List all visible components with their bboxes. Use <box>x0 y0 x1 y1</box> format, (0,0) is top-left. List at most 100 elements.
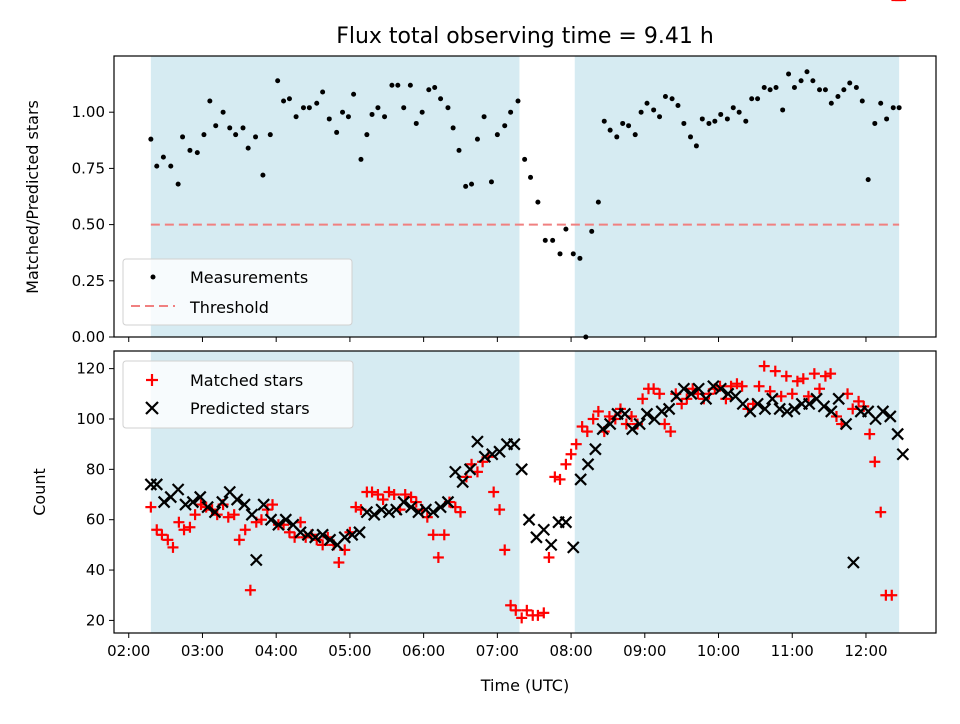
measurement-point <box>644 100 650 106</box>
predicted-star-point <box>157 495 171 509</box>
predicted-star-point <box>780 405 794 418</box>
measurement-point <box>669 96 675 102</box>
measurement-point <box>896 105 902 111</box>
matched-star-point <box>173 516 185 528</box>
measurement-point <box>253 134 259 140</box>
matched-star-point <box>167 541 179 553</box>
measurement-point <box>168 163 174 169</box>
measurement-point <box>220 109 226 115</box>
matched-star-point <box>731 378 743 390</box>
predicted-star-point <box>876 405 890 418</box>
matched-star-point <box>869 456 881 468</box>
predicted-star-point <box>316 528 329 542</box>
measurement-point <box>614 134 620 140</box>
matched-star-point <box>853 395 865 407</box>
measurement-point <box>260 172 266 178</box>
measurement-point <box>595 199 601 205</box>
top-legend: Measurements Threshold <box>122 258 353 326</box>
x-tick-label: 07:00 <box>476 642 519 660</box>
measurement-point <box>275 78 281 84</box>
matched-star-point <box>372 489 384 501</box>
matched-star-point <box>151 524 163 536</box>
measurement-point <box>213 123 219 129</box>
measurement-point <box>345 114 351 120</box>
predicted-star-point <box>618 407 632 421</box>
matched-star-point <box>521 604 533 616</box>
matched-star-point <box>819 370 831 382</box>
matched-star-point <box>637 393 649 405</box>
measurement-point <box>469 181 475 187</box>
predicted-star-point <box>441 495 455 509</box>
predicted-star-point <box>574 473 587 486</box>
matched-star-point <box>145 501 157 513</box>
predicted-star-point <box>817 400 831 413</box>
matched-star-point <box>538 607 550 619</box>
matched-star-point <box>510 604 522 616</box>
legend-matched-label: Matched stars <box>190 371 303 390</box>
predicted-star-point <box>839 417 853 431</box>
predicted-star-point <box>171 483 185 496</box>
predicted-star-point <box>245 508 259 521</box>
measurement-point <box>456 147 462 153</box>
measurement-point <box>577 255 583 261</box>
y-tick-label: 60 <box>86 511 105 529</box>
matched-star-point <box>576 421 588 433</box>
predicted-star-point <box>721 387 735 401</box>
matched-star-point <box>560 458 572 470</box>
measurement-point <box>773 84 779 90</box>
predicted-star-point <box>382 505 396 519</box>
measurement-point <box>693 143 699 149</box>
matched-star-point <box>499 544 511 556</box>
measurement-point <box>638 109 644 115</box>
x-tick-label: 03:00 <box>181 642 224 660</box>
measurement-point <box>286 96 292 102</box>
matched-star-point <box>454 506 466 518</box>
measurement-point <box>445 105 451 111</box>
matched-star-point <box>156 529 168 541</box>
matched-star-point <box>366 486 378 498</box>
matched-star-point <box>350 501 362 513</box>
predicted-star-point <box>559 515 573 529</box>
matched-star-point <box>427 529 439 541</box>
legend-measurements-label: Measurements <box>190 268 308 287</box>
matched-star-point <box>239 524 251 536</box>
measurement-point <box>804 69 810 75</box>
top-legend-box <box>122 258 353 326</box>
measurement-point <box>632 132 638 138</box>
measurement-point <box>688 134 694 140</box>
x-tick-label: 10:00 <box>697 642 740 660</box>
legend-measurements-marker <box>150 274 156 280</box>
predicted-star-point <box>714 382 728 396</box>
measurement-point <box>340 109 346 115</box>
matched-star-point <box>222 511 234 523</box>
matched-star-point <box>432 551 444 563</box>
measurement-point <box>306 105 312 111</box>
measurement-point <box>281 98 287 104</box>
measurement-point <box>736 109 742 115</box>
measurement-point <box>607 127 613 133</box>
matched-star-point <box>808 368 820 380</box>
predicted-star-point <box>655 405 669 418</box>
measurement-point <box>522 156 528 162</box>
measurement-point <box>502 123 508 129</box>
predicted-star-point <box>544 538 558 552</box>
matched-star-point <box>802 390 814 402</box>
predicted-star-point <box>360 505 374 519</box>
measurement-point <box>401 105 407 111</box>
legend-matched-marker <box>146 374 158 386</box>
measurement-point <box>865 177 871 183</box>
measurement-point <box>245 145 251 151</box>
measurement-point <box>382 114 388 120</box>
x-axis-label: Time (UTC) <box>480 676 569 695</box>
predicted-star-point <box>397 495 411 509</box>
measurement-point <box>227 125 233 131</box>
x-tick-label: 09:00 <box>623 642 666 660</box>
measurement-point <box>550 237 556 243</box>
measurement-point <box>557 251 563 257</box>
measurement-point <box>724 116 730 122</box>
predicted-star-point <box>419 503 433 516</box>
predicted-star-point <box>751 397 764 411</box>
measurement-point <box>267 132 273 138</box>
matched-star-point <box>377 494 389 506</box>
measurement-point <box>375 105 381 111</box>
